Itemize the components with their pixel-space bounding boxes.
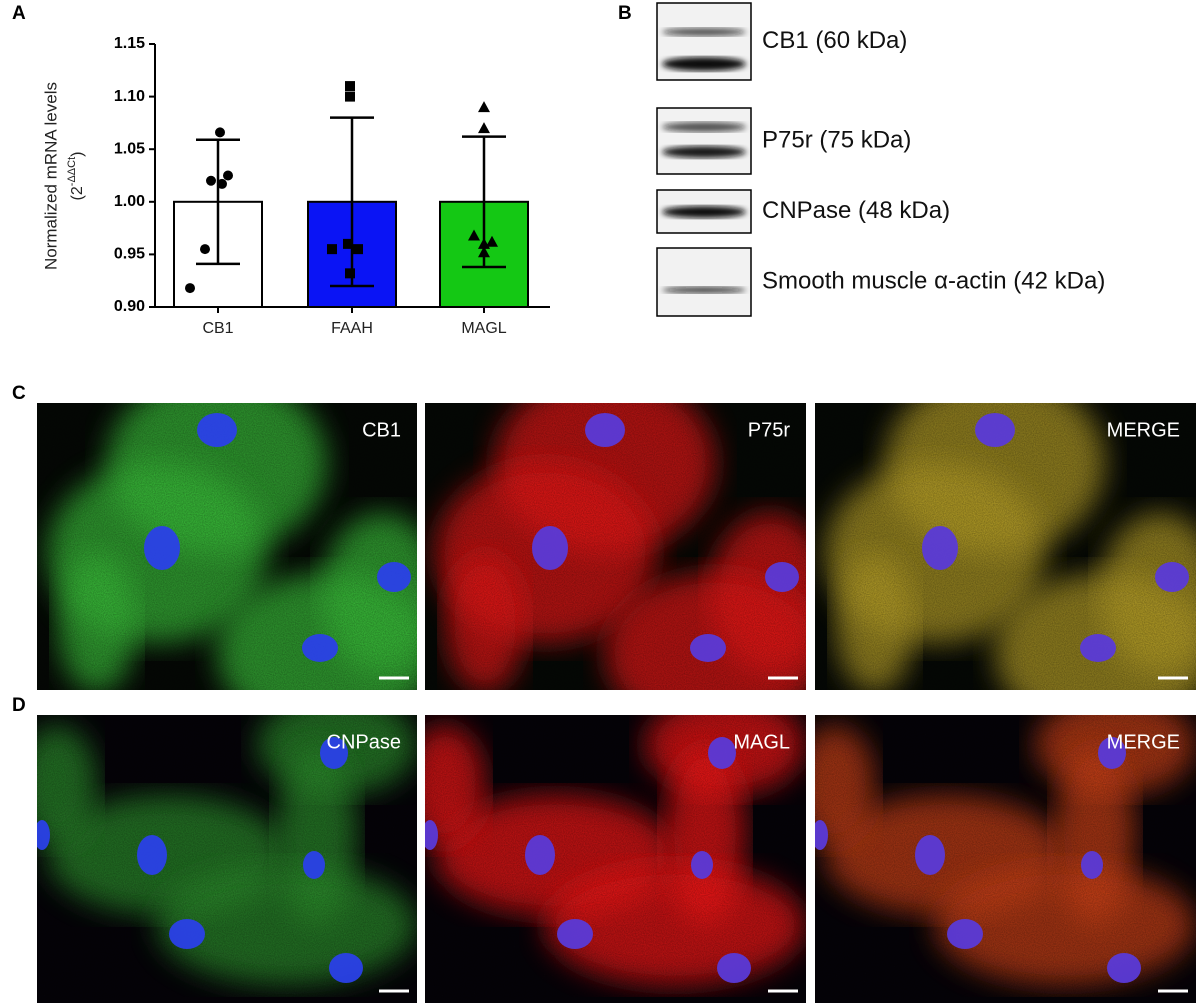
y-tick-label: 0.95 [114, 246, 145, 263]
blot-label: Smooth muscle α-actin (42 kDa) [762, 267, 1105, 294]
panel-label: B [618, 3, 632, 24]
blot-label: P75r (75 kDa) [762, 126, 911, 153]
nucleus [1081, 851, 1103, 879]
nucleus [37, 820, 50, 850]
nucleus [691, 851, 713, 879]
data-point [206, 175, 216, 186]
image-label: CB1 [362, 419, 401, 441]
blot-band [662, 57, 746, 71]
x-tick-label: CB1 [202, 320, 233, 337]
nucleus [425, 820, 438, 850]
nucleus [137, 835, 167, 875]
panel-label: A [12, 3, 26, 24]
texture [37, 403, 417, 690]
nucleus [690, 634, 726, 662]
y-axis-unit: (2-ΔΔCt) [66, 152, 86, 201]
data-point [343, 238, 353, 249]
blot-label: CNPase (48 kDa) [762, 197, 950, 224]
data-point [478, 237, 490, 249]
nucleus [815, 820, 828, 850]
data-point [185, 283, 195, 294]
y-axis-label: Normalized mRNA levels [41, 82, 60, 270]
nucleus [557, 919, 593, 949]
y-axis-unit-part: (2 [69, 186, 86, 200]
blot-band [662, 28, 746, 36]
image-label: CNPase [327, 731, 401, 753]
texture [425, 715, 806, 1003]
micrograph [425, 403, 806, 690]
blot-label: CB1 (60 kDa) [762, 27, 907, 54]
micrograph [425, 715, 806, 1003]
nucleus [377, 562, 411, 592]
data-point [478, 122, 490, 134]
data-point [217, 178, 227, 189]
texture [425, 403, 806, 690]
nucleus [1155, 562, 1189, 592]
nucleus [320, 737, 348, 769]
y-tick-label: 1.00 [114, 193, 145, 210]
blot-frame [656, 107, 752, 175]
nucleus [303, 851, 325, 879]
data-point [223, 170, 233, 181]
panel-label: C [12, 383, 26, 404]
nucleus [144, 526, 180, 570]
nucleus [329, 953, 363, 983]
data-point [345, 91, 355, 102]
image-label: MERGE [1107, 419, 1180, 441]
image-label: MERGE [1107, 731, 1180, 753]
nucleus [975, 413, 1015, 447]
y-axis-unit-part: ) [69, 152, 86, 157]
blot-band [662, 287, 746, 293]
data-point [478, 101, 490, 113]
nucleus [585, 413, 625, 447]
y-tick-label: 1.10 [114, 88, 145, 105]
micrograph [37, 403, 417, 690]
nucleus [765, 562, 799, 592]
micrograph [815, 715, 1196, 1003]
data-point [478, 246, 490, 258]
data-point [215, 127, 225, 138]
x-tick-label: FAAH [331, 320, 373, 337]
nucleus [169, 919, 205, 949]
data-point [345, 268, 355, 279]
nucleus [717, 953, 751, 983]
data-point [327, 244, 337, 255]
nucleus [1107, 953, 1141, 983]
y-tick-label: 0.90 [114, 298, 145, 315]
nucleus [1098, 737, 1126, 769]
x-tick-label: MAGL [461, 320, 506, 337]
nucleus [947, 919, 983, 949]
image-label: MAGL [733, 731, 790, 753]
nucleus [708, 737, 736, 769]
y-tick-label: 1.05 [114, 140, 145, 157]
nucleus [915, 835, 945, 875]
nucleus [525, 835, 555, 875]
texture [815, 403, 1196, 690]
blot-band [662, 146, 746, 158]
nucleus [302, 634, 338, 662]
y-axis-unit-part: -ΔΔCt [66, 157, 78, 186]
image-label: P75r [748, 419, 791, 441]
blot-band [662, 206, 746, 218]
y-tick-label: 1.15 [114, 35, 145, 52]
blot-band [662, 122, 746, 132]
nucleus [922, 526, 958, 570]
nucleus [197, 413, 237, 447]
micrograph [37, 715, 417, 1003]
data-point [200, 244, 210, 255]
micrograph [815, 403, 1196, 690]
data-point [486, 235, 498, 247]
data-point [353, 244, 363, 255]
nucleus [532, 526, 568, 570]
data-point [345, 81, 355, 92]
texture [815, 715, 1196, 1003]
nucleus [1080, 634, 1116, 662]
data-point [468, 229, 480, 241]
panel-label: D [12, 695, 26, 716]
blot-frame [656, 247, 752, 317]
